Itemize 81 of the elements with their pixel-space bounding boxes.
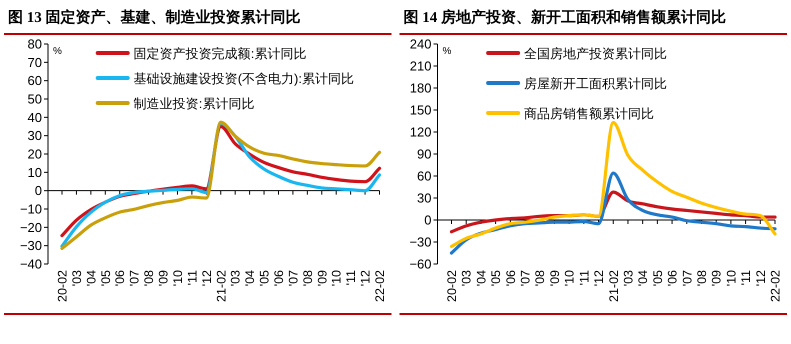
legend-label: 全国房地产投资累计同比 <box>524 46 668 61</box>
legend-label: 房屋新开工面积累计同比 <box>524 76 668 91</box>
x-tick-label: 21-02 <box>606 270 621 302</box>
y-tick-label: 50 <box>28 92 42 106</box>
y-tick-label: 70 <box>28 54 42 70</box>
x-tick-label: 20-02 <box>56 270 70 302</box>
y-tick-label: −30 <box>409 234 432 250</box>
x-tick-label: 20-02 <box>445 270 459 302</box>
x-tick-label: '11 <box>739 270 754 286</box>
y-axis-title: % <box>442 46 452 57</box>
x-tick-label: '12 <box>592 270 606 286</box>
y-tick-label: 180 <box>410 80 432 96</box>
x-tick-label: '05 <box>258 270 272 286</box>
x-tick-label: '11 <box>344 270 358 286</box>
y-tick-label: 30 <box>28 128 42 144</box>
y-tick-label: −60 <box>409 256 432 272</box>
x-tick-label: 21-02 <box>214 270 228 302</box>
y-tick-label: 10 <box>28 164 42 180</box>
y-tick-label: −30 <box>20 238 42 254</box>
y-tick-label: 150 <box>410 102 432 118</box>
x-tick-label: '06 <box>666 270 680 286</box>
x-tick-label: '05 <box>650 270 665 286</box>
x-tick-label: '03 <box>621 270 636 286</box>
legend-label: 商品房销售额累计同比 <box>524 106 654 121</box>
x-tick-label: '12 <box>754 270 768 286</box>
x-tick-label: '09 <box>156 270 171 286</box>
y-tick-label: 60 <box>417 168 432 184</box>
x-tick-label: '09 <box>315 270 330 286</box>
x-tick-label: '06 <box>272 270 286 286</box>
y-tick-label: 30 <box>417 190 432 206</box>
x-tick-label: '10 <box>170 270 185 286</box>
x-tick-label: '08 <box>533 270 548 286</box>
y-tick-label: 210 <box>410 58 432 74</box>
x-tick-label: '10 <box>562 270 577 286</box>
x-tick-label: '03 <box>460 270 474 286</box>
y-tick-label: 80 <box>28 36 42 52</box>
y-tick-label: −20 <box>20 220 42 235</box>
x-tick-label: '11 <box>577 270 592 286</box>
x-tick-label: 22-02 <box>373 270 387 302</box>
x-tick-label: '08 <box>300 270 315 286</box>
x-tick-label: '05 <box>489 270 504 286</box>
chart-title: 图 13 固定资产、基建、制造业投资累计同比 <box>8 8 300 26</box>
x-tick-label: '04 <box>636 270 650 286</box>
legend-label: 固定资产投资完成额:累计同比 <box>134 46 306 61</box>
y-axis-title: % <box>53 46 62 57</box>
x-tick-label: '08 <box>694 270 709 286</box>
y-tick-label: 0 <box>424 212 432 228</box>
y-tick-label: −40 <box>20 256 42 272</box>
x-tick-label: '03 <box>228 270 243 286</box>
x-tick-label: '05 <box>98 270 113 286</box>
x-tick-label: '07 <box>128 270 142 286</box>
y-tick-label: 40 <box>28 110 42 125</box>
line-series <box>450 120 777 248</box>
x-tick-label: '06 <box>113 270 128 286</box>
x-tick-label: '04 <box>84 270 98 286</box>
y-tick-label: 120 <box>410 124 432 140</box>
y-tick-label: 60 <box>28 73 42 88</box>
x-tick-label: '12 <box>200 270 214 286</box>
x-tick-label: 22-02 <box>768 270 782 302</box>
x-tick-label: '04 <box>474 270 488 286</box>
x-tick-label: '07 <box>680 270 694 286</box>
x-tick-label: '08 <box>142 270 156 286</box>
y-tick-label: 240 <box>410 36 432 52</box>
x-tick-label: '12 <box>358 270 373 286</box>
y-tick-label: 90 <box>417 146 432 162</box>
x-tick-label: '11 <box>185 270 200 286</box>
x-tick-label: '06 <box>504 270 518 286</box>
x-tick-label: '09 <box>548 270 562 286</box>
x-tick-label: '10 <box>330 270 344 286</box>
y-tick-label: 0 <box>34 183 42 198</box>
x-tick-label: '07 <box>518 270 533 286</box>
y-tick-label: 20 <box>28 146 42 162</box>
x-tick-label: '03 <box>70 270 84 286</box>
y-tick-label: −10 <box>20 202 42 216</box>
chart-title: 图 14 房地产投资、新开工面积和销售额累计同比 <box>404 8 726 26</box>
legend-label: 基础设施建设投资(不含电力):累计同比 <box>134 71 354 86</box>
x-tick-label: '04 <box>243 270 258 286</box>
x-tick-label: '10 <box>724 270 738 286</box>
legend-label: 制造业投资:累计同比 <box>134 96 254 111</box>
x-tick-label: '07 <box>286 270 300 286</box>
x-tick-label: '09 <box>710 270 724 286</box>
